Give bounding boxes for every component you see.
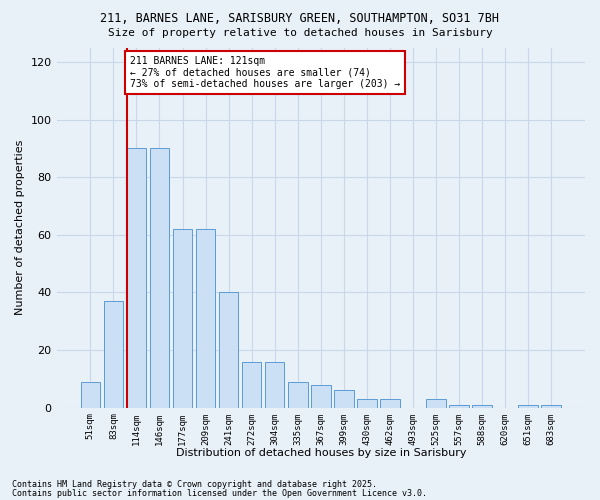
- Text: 211 BARNES LANE: 121sqm
← 27% of detached houses are smaller (74)
73% of semi-de: 211 BARNES LANE: 121sqm ← 27% of detache…: [130, 56, 400, 90]
- Bar: [288, 382, 308, 407]
- Text: 211, BARNES LANE, SARISBURY GREEN, SOUTHAMPTON, SO31 7BH: 211, BARNES LANE, SARISBURY GREEN, SOUTH…: [101, 12, 499, 26]
- Bar: [127, 148, 146, 408]
- Bar: [541, 404, 561, 407]
- Bar: [149, 148, 169, 408]
- Bar: [173, 229, 193, 408]
- Bar: [518, 404, 538, 407]
- Bar: [104, 301, 123, 408]
- Bar: [196, 229, 215, 408]
- Bar: [265, 362, 284, 408]
- Bar: [357, 399, 377, 407]
- Bar: [219, 292, 238, 408]
- Bar: [472, 404, 492, 407]
- Bar: [80, 382, 100, 407]
- Text: Contains HM Land Registry data © Crown copyright and database right 2025.: Contains HM Land Registry data © Crown c…: [12, 480, 377, 489]
- Bar: [380, 399, 400, 407]
- Bar: [311, 384, 331, 407]
- Text: Size of property relative to detached houses in Sarisbury: Size of property relative to detached ho…: [107, 28, 493, 38]
- Text: Contains public sector information licensed under the Open Government Licence v3: Contains public sector information licen…: [12, 489, 427, 498]
- Y-axis label: Number of detached properties: Number of detached properties: [15, 140, 25, 315]
- Bar: [334, 390, 353, 407]
- Bar: [242, 362, 262, 408]
- Bar: [449, 404, 469, 407]
- Bar: [426, 399, 446, 407]
- X-axis label: Distribution of detached houses by size in Sarisbury: Distribution of detached houses by size …: [176, 448, 466, 458]
